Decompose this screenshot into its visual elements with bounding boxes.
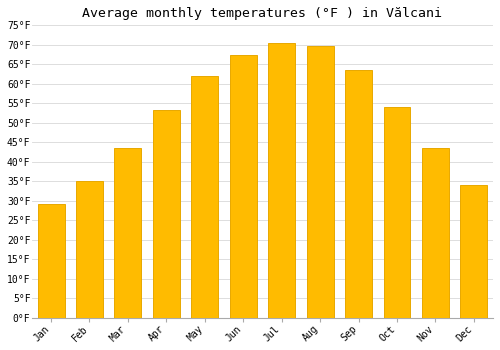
- Bar: [114, 148, 141, 318]
- Bar: [192, 76, 218, 318]
- Bar: [268, 43, 295, 318]
- Bar: [76, 181, 103, 318]
- Bar: [38, 204, 64, 318]
- Bar: [384, 107, 410, 318]
- Bar: [306, 46, 334, 318]
- Bar: [345, 70, 372, 318]
- Bar: [422, 148, 449, 318]
- Title: Average monthly temperatures (°F ) in Vălcani: Average monthly temperatures (°F ) in Vă…: [82, 7, 442, 20]
- Bar: [230, 55, 256, 318]
- Bar: [153, 110, 180, 318]
- Bar: [460, 185, 487, 318]
